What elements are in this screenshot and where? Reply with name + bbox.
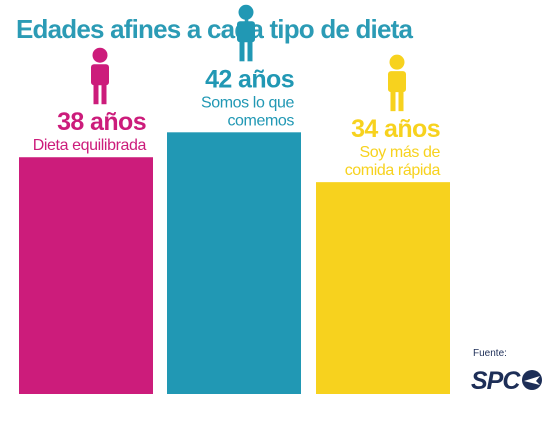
bar-1	[19, 157, 153, 394]
person-icon-2	[237, 4, 255, 62]
bar-2	[167, 132, 301, 395]
value-label-1: 38 años	[57, 108, 146, 136]
value-label-2: 42 años	[205, 65, 294, 93]
value-label-3: 34 años	[351, 115, 440, 143]
logo-text: SPC	[471, 367, 521, 395]
source-label: Fuente:	[473, 348, 507, 359]
bar-caption-2-line-1: Somos lo que	[201, 94, 295, 111]
person-icon-1	[91, 47, 109, 105]
bar-caption-2-line-2: comemos	[227, 112, 294, 129]
bar-caption-1-line-1: Dieta equilibrada	[33, 137, 147, 154]
spc-logo: SPC	[471, 367, 542, 395]
plane-icon	[522, 370, 542, 390]
bar-caption-3-line-1: Soy más de	[360, 144, 441, 161]
person-icon-3	[388, 54, 406, 112]
bar-3	[316, 182, 450, 394]
chart-title: Edades afines a cada tipo de dieta	[16, 14, 413, 44]
bar-caption-3-line-2: comida rápida	[345, 162, 441, 179]
